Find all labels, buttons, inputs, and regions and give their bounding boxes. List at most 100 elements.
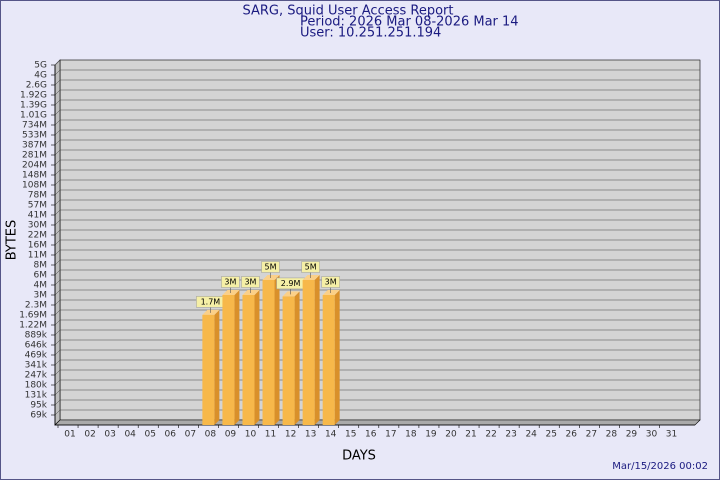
y-tick-label: 1.22M <box>19 321 47 331</box>
y-tick-label: 1.69M <box>19 311 47 321</box>
y-tick-label: 11M <box>28 251 47 261</box>
value-label: 1.7M <box>201 297 221 306</box>
x-tick-label: 31 <box>666 430 677 440</box>
y-tick-label: 2.3M <box>25 301 47 311</box>
bar-top <box>262 275 280 280</box>
y-tick-label: 95k <box>30 401 47 411</box>
bar <box>322 295 335 425</box>
grid-line <box>54 359 61 366</box>
grid-line <box>54 209 61 216</box>
y-tick-label: 387M <box>22 141 47 151</box>
chart-title: SARG, Squid User Access Report <box>243 4 454 19</box>
x-tick-label: 02 <box>84 430 95 440</box>
x-tick-label: 25 <box>545 430 556 440</box>
grid-line <box>54 269 61 276</box>
footer: Mar/15/2026 00:02 <box>612 461 708 472</box>
x-tick-label: 29 <box>626 430 638 440</box>
grid-line <box>54 339 61 346</box>
x-tick-label: 09 <box>225 430 237 440</box>
grid-line <box>54 189 61 196</box>
y-tick-label: 341k <box>25 361 48 371</box>
grid-line <box>54 259 61 266</box>
grid-line <box>54 59 61 66</box>
y-tick-label: 30M <box>28 221 47 231</box>
x-tick-label: 27 <box>586 430 597 440</box>
y-tick-label: 2.6G <box>26 81 47 91</box>
bar-top <box>302 275 320 280</box>
y-tick-label: 3M <box>34 291 48 301</box>
grid-line <box>54 299 61 306</box>
grid-line <box>54 179 61 186</box>
grid-line <box>54 99 61 106</box>
y-tick-label: 1.01G <box>20 111 47 121</box>
floor <box>54 419 701 426</box>
y-tick-label: 180k <box>25 381 48 391</box>
label-box <box>261 261 280 273</box>
grid-line <box>54 239 61 246</box>
bar-side <box>294 291 300 425</box>
x-tick-label: 10 <box>245 430 257 440</box>
label-box <box>241 276 260 288</box>
x-tick-label: 06 <box>165 430 177 440</box>
x-tick-label: 26 <box>566 430 578 440</box>
value-label: 5M <box>305 263 317 272</box>
grid-line <box>54 319 61 326</box>
y-tick-label: 4M <box>34 281 48 291</box>
x-tick-label: 20 <box>445 430 457 440</box>
y-tick-label: 41M <box>28 211 47 221</box>
y-tick-label: 1.39G <box>20 101 47 111</box>
y-tick-label: 16M <box>28 241 47 251</box>
bar-top <box>242 290 260 295</box>
x-axis-label: DAYS <box>342 449 376 464</box>
grid-line <box>54 129 61 136</box>
x-tick-label: 15 <box>345 430 356 440</box>
grid-line <box>54 109 61 116</box>
y-tick-label: 6M <box>34 271 48 281</box>
x-tick-label: 11 <box>265 430 276 440</box>
grid-line <box>54 409 61 416</box>
grid-line <box>54 69 61 76</box>
bar-side <box>334 290 340 425</box>
grid-line <box>54 119 61 126</box>
label-box <box>321 276 340 288</box>
y-tick-label: 5G <box>34 61 47 71</box>
bar-top <box>322 290 340 295</box>
grid-line <box>54 169 61 176</box>
x-tick-label: 12 <box>285 430 296 440</box>
x-tick-label: 28 <box>606 430 618 440</box>
grid-line <box>54 89 61 96</box>
grid-line <box>54 279 61 286</box>
x-tick-label: 23 <box>505 430 516 440</box>
bar-side <box>314 275 320 425</box>
value-label: 2.9M <box>281 279 301 288</box>
x-tick-label: 03 <box>104 430 115 440</box>
y-tick-label: 469k <box>25 351 48 361</box>
grid-line <box>54 139 61 146</box>
x-tick-label: 05 <box>144 430 155 440</box>
x-tick-label: 08 <box>205 430 217 440</box>
y-tick-label: 646k <box>25 341 48 351</box>
x-tick-label: 19 <box>425 430 437 440</box>
grid-line <box>54 289 61 296</box>
bar-side <box>254 290 260 425</box>
bar-top <box>282 291 300 297</box>
bar <box>202 314 215 425</box>
x-tick-label: 16 <box>365 430 377 440</box>
grid-line <box>54 149 61 156</box>
bar-side <box>274 275 280 425</box>
x-tick-label: 30 <box>646 430 658 440</box>
x-tick-label: 21 <box>465 430 476 440</box>
grid-line <box>54 159 61 166</box>
y-tick-label: 22M <box>28 231 47 241</box>
grid-line <box>54 219 61 226</box>
grid-line <box>54 249 61 256</box>
y-tick-label: 247k <box>25 371 48 381</box>
bar <box>302 280 315 425</box>
y-tick-label: 4G <box>34 71 47 81</box>
y-axis-label: BYTES <box>5 220 20 261</box>
value-label: 3M <box>325 278 337 287</box>
x-tick-label: 13 <box>305 430 316 440</box>
value-label: 3M <box>224 278 236 287</box>
bar-side <box>214 309 220 425</box>
